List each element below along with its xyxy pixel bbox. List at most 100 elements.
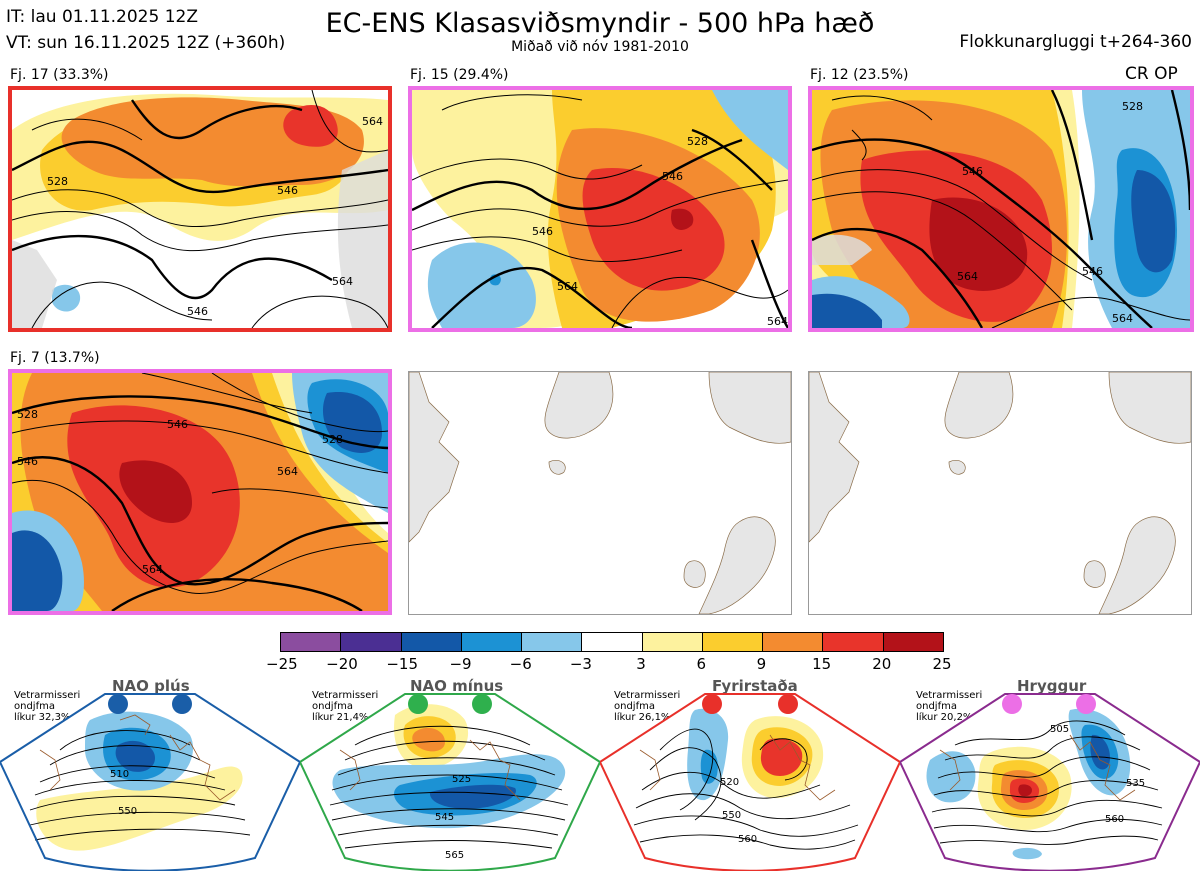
contour-label: 520 (720, 777, 739, 788)
contour-label: 546 (187, 305, 208, 318)
colorbar-segment (702, 633, 764, 651)
note-line: líkur 32,3% (14, 712, 71, 723)
cluster-map-1: 528 546 546 564 564 (12, 90, 388, 328)
colorbar-segment (582, 633, 643, 651)
contour-label: 565 (445, 850, 464, 861)
colorbar-tick-label: 15 (812, 655, 832, 673)
contour-label: 564 (362, 115, 383, 128)
contour-label: 505 (1050, 724, 1069, 735)
panel-label-2: Fj. 15 (29.4%) (410, 67, 509, 83)
cluster-map-3: 528 546 546 564 564 (812, 90, 1190, 328)
panel-label-1: Fj. 17 (33.3%) (10, 67, 109, 83)
regime-map: 520 550 560 (600, 693, 900, 871)
contour-label: 525 (452, 774, 471, 785)
page-title: EC-ENS Klasasviðsmyndir - 500 hPa hæð (325, 8, 875, 39)
colorbar-tick-label: 20 (872, 655, 892, 673)
note-line: Vetrarmisseri (312, 690, 379, 701)
regime-dot (472, 694, 492, 714)
regime-map: 505 535 560 (900, 693, 1200, 871)
colorbar-segment (642, 633, 703, 651)
regime-title: NAO plús (112, 677, 190, 695)
regime-title: Hryggur (1017, 677, 1087, 695)
colorbar-tick-label: 6 (696, 655, 707, 673)
regime-dot (778, 694, 798, 714)
colorbar-tick-label: −9 (449, 655, 472, 673)
regime-note: Vetrarmisseri ondjfma líkur 20,2% (916, 690, 982, 723)
contour-label: 550 (722, 810, 741, 821)
colorbar-segment (883, 633, 943, 651)
note-line: Vetrarmisseri (14, 690, 81, 701)
cluster-map-panel-4[interactable]: 528 546 546 564 564 528 (8, 369, 392, 615)
contour-label: 564 (332, 275, 353, 288)
contour-label: 564 (557, 280, 578, 293)
note-line: líkur 20,2% (916, 712, 973, 723)
note-line: Vetrarmisseri (916, 690, 983, 701)
contour-label: 564 (142, 563, 163, 576)
empty-map-panel-6 (808, 371, 1192, 615)
cluster-map-panel-3[interactable]: 528 546 546 564 564 (808, 86, 1194, 332)
initial-time: IT: lau 01.11.2025 12Z (6, 7, 198, 27)
contour-label: 564 (277, 465, 298, 478)
contour-label: 564 (957, 270, 978, 283)
contour-label: 528 (322, 433, 343, 446)
regime-dot (1076, 694, 1096, 714)
note-line: líkur 21,4% (312, 712, 369, 723)
cluster-map-panel-1[interactable]: 528 546 546 564 564 (8, 86, 392, 332)
regime-ridge: Hryggur Vetrarmisseri ondjfma líkur 20,2… (900, 676, 1200, 871)
contour-label: 546 (1082, 265, 1103, 278)
note-line: líkur 26,1% (614, 712, 671, 723)
regime-dot (108, 694, 128, 714)
note-line: Vetrarmisseri (614, 690, 681, 701)
contour-label: 546 (532, 225, 553, 238)
regime-blocking: Fyrirstaða Vetrarmisseri ondjfma líkur 2… (600, 676, 900, 871)
cluster-map-2: 528 546 546 564 564 (412, 90, 788, 328)
cluster-map-panel-2[interactable]: 528 546 546 564 564 (408, 86, 792, 332)
page-subtitle: Miðað við nóv 1981-2010 (511, 39, 689, 55)
colorbar-segment (461, 633, 523, 651)
regime-nao-minus: NAO mínus Vetrarmisseri ondjfma líkur 21… (300, 676, 600, 871)
colorbar-segment (401, 633, 462, 651)
colorbar-segment (522, 633, 583, 651)
contour-label: 528 (47, 175, 68, 188)
empty-map-panel-5 (408, 371, 792, 615)
note-line: ondjfma (312, 701, 353, 712)
colorbar-tick-label: −20 (326, 655, 358, 673)
note-line: ondjfma (916, 701, 957, 712)
regime-note: Vetrarmisseri ondjfma líkur 26,1% (614, 690, 680, 723)
regime-dot (172, 694, 192, 714)
colorbar-segment (341, 633, 402, 651)
colorbar-tick-label: −3 (569, 655, 592, 673)
contour-label: 546 (662, 170, 683, 183)
note-line: ondjfma (614, 701, 655, 712)
regime-title: Fyrirstaða (712, 677, 798, 695)
empty-map-6 (809, 372, 1191, 614)
regime-note: Vetrarmisseri ondjfma líkur 21,4% (312, 690, 378, 723)
contour-label: 546 (167, 418, 188, 431)
contour-label: 528 (687, 135, 708, 148)
colorbar-tick-label: 9 (756, 655, 767, 673)
panel-label-3: Fj. 12 (23.5%) (810, 67, 909, 83)
contour-label: 564 (1112, 312, 1133, 325)
colorbar (280, 632, 944, 652)
contour-label: 550 (118, 806, 137, 817)
contour-label: 546 (277, 184, 298, 197)
regime-title: NAO mínus (410, 677, 504, 695)
regime-note: Vetrarmisseri ondjfma líkur 32,3% (14, 690, 80, 723)
contour-label: 528 (17, 408, 38, 421)
regime-dot (702, 694, 722, 714)
note-line: ondjfma (14, 701, 55, 712)
cluster-map-4: 528 546 546 564 564 528 (12, 373, 388, 611)
panel-label-4: Fj. 7 (13.7%) (10, 350, 100, 366)
empty-map-5 (409, 372, 791, 614)
contour-label: 545 (435, 812, 454, 823)
colorbar-tick-label: −15 (386, 655, 419, 673)
colorbar-tick-label: −25 (266, 655, 298, 673)
colorbar-tick-label: 3 (636, 655, 646, 673)
contour-label: 560 (1105, 814, 1124, 825)
classification-window: Flokkunargluggi t+264-360 (959, 32, 1192, 52)
cr-op-label: CR OP (1125, 64, 1178, 84)
regime-map: 525 545 565 (300, 693, 600, 871)
colorbar-segment (823, 633, 884, 651)
regime-map: 510 550 (0, 693, 300, 871)
contour-label: 535 (1126, 778, 1145, 789)
